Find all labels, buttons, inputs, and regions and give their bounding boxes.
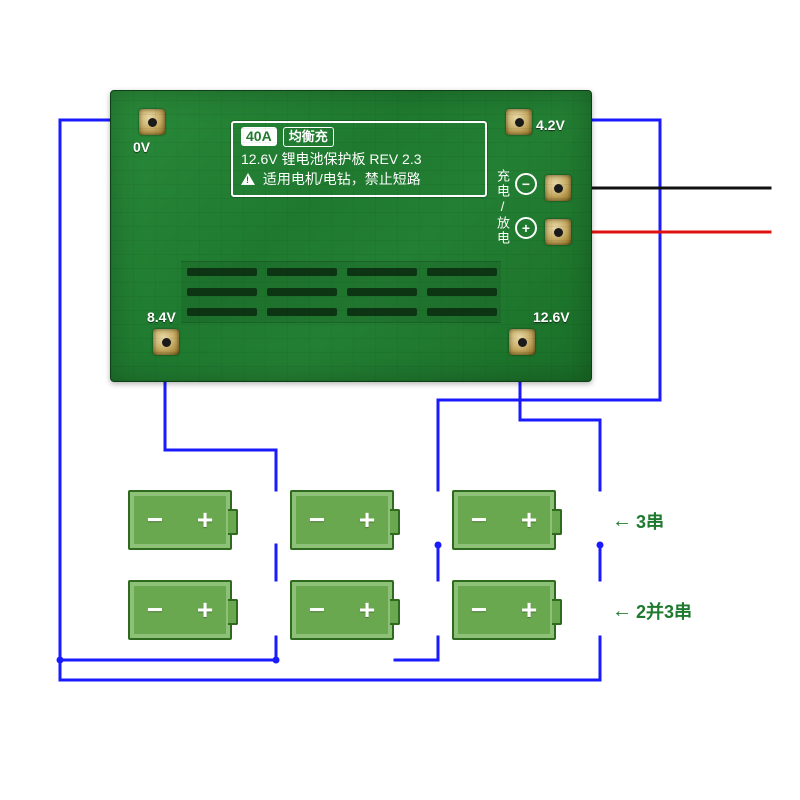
series-parallel-label: ←3串 xyxy=(612,508,664,534)
warning-icon xyxy=(241,173,255,185)
series-parallel-label: ←2并3串 xyxy=(612,598,692,624)
battery-plus-icon: + xyxy=(509,504,549,536)
pad-label-8.4v: 8.4V xyxy=(147,309,176,325)
battery-plus-icon: + xyxy=(347,504,387,536)
wire-junction xyxy=(435,542,442,549)
battery-cell: −+ xyxy=(452,490,556,550)
battery-cell: −+ xyxy=(290,490,394,550)
pcb-warning: 适用电机/电钻，禁止短路 xyxy=(263,171,421,187)
balance-badge: 均衡充 xyxy=(283,127,334,147)
mosfet-region xyxy=(181,261,501,323)
arrow-left-icon: ← xyxy=(612,510,632,533)
annotation-text: 3串 xyxy=(636,508,664,534)
pad-b+ xyxy=(545,219,571,245)
pad-b- xyxy=(545,175,571,201)
pcb-info-box: 40A 均衡充 12.6V 锂电池保护板 REV 2.3 适用电机/电钻，禁止短… xyxy=(231,121,487,197)
wire-blue-2 xyxy=(128,637,276,660)
battery-cell: −+ xyxy=(128,490,232,550)
battery-minus-icon: − xyxy=(297,504,337,536)
current-rating-badge: 40A xyxy=(241,127,277,146)
battery-minus-icon: − xyxy=(297,594,337,626)
battery-cell: −+ xyxy=(290,580,394,640)
pad-12.6v xyxy=(509,329,535,355)
battery-minus-icon: − xyxy=(459,594,499,626)
battery-minus-icon: − xyxy=(135,504,175,536)
pad-label-4.2v: 4.2V xyxy=(536,117,565,133)
io-label: 充电/放电 xyxy=(493,169,512,246)
pcb-title: 12.6V 锂电池保护板 REV 2.3 xyxy=(241,150,477,169)
battery-minus-icon: − xyxy=(459,504,499,536)
pad-0v xyxy=(139,109,165,135)
annotation-text: 2并3串 xyxy=(636,598,692,624)
arrow-left-icon: ← xyxy=(612,600,632,623)
pad-label-0v: 0V xyxy=(133,139,150,155)
io-minus-icon: − xyxy=(515,173,537,195)
pad-8.4v xyxy=(153,329,179,355)
battery-minus-icon: − xyxy=(135,594,175,626)
battery-plus-icon: + xyxy=(347,594,387,626)
pad-4.2v xyxy=(506,109,532,135)
battery-cell: −+ xyxy=(452,580,556,640)
battery-plus-icon: + xyxy=(509,594,549,626)
battery-cell: −+ xyxy=(128,580,232,640)
pad-label-12.6v: 12.6V xyxy=(533,309,570,325)
battery-plus-icon: + xyxy=(185,594,225,626)
wire-junction xyxy=(273,657,280,664)
wire-junction xyxy=(597,542,604,549)
bms-pcb-board: 40A 均衡充 12.6V 锂电池保护板 REV 2.3 适用电机/电钻，禁止短… xyxy=(110,90,592,382)
io-plus-icon: + xyxy=(515,217,537,239)
wire-junction xyxy=(57,657,64,664)
battery-plus-icon: + xyxy=(185,504,225,536)
